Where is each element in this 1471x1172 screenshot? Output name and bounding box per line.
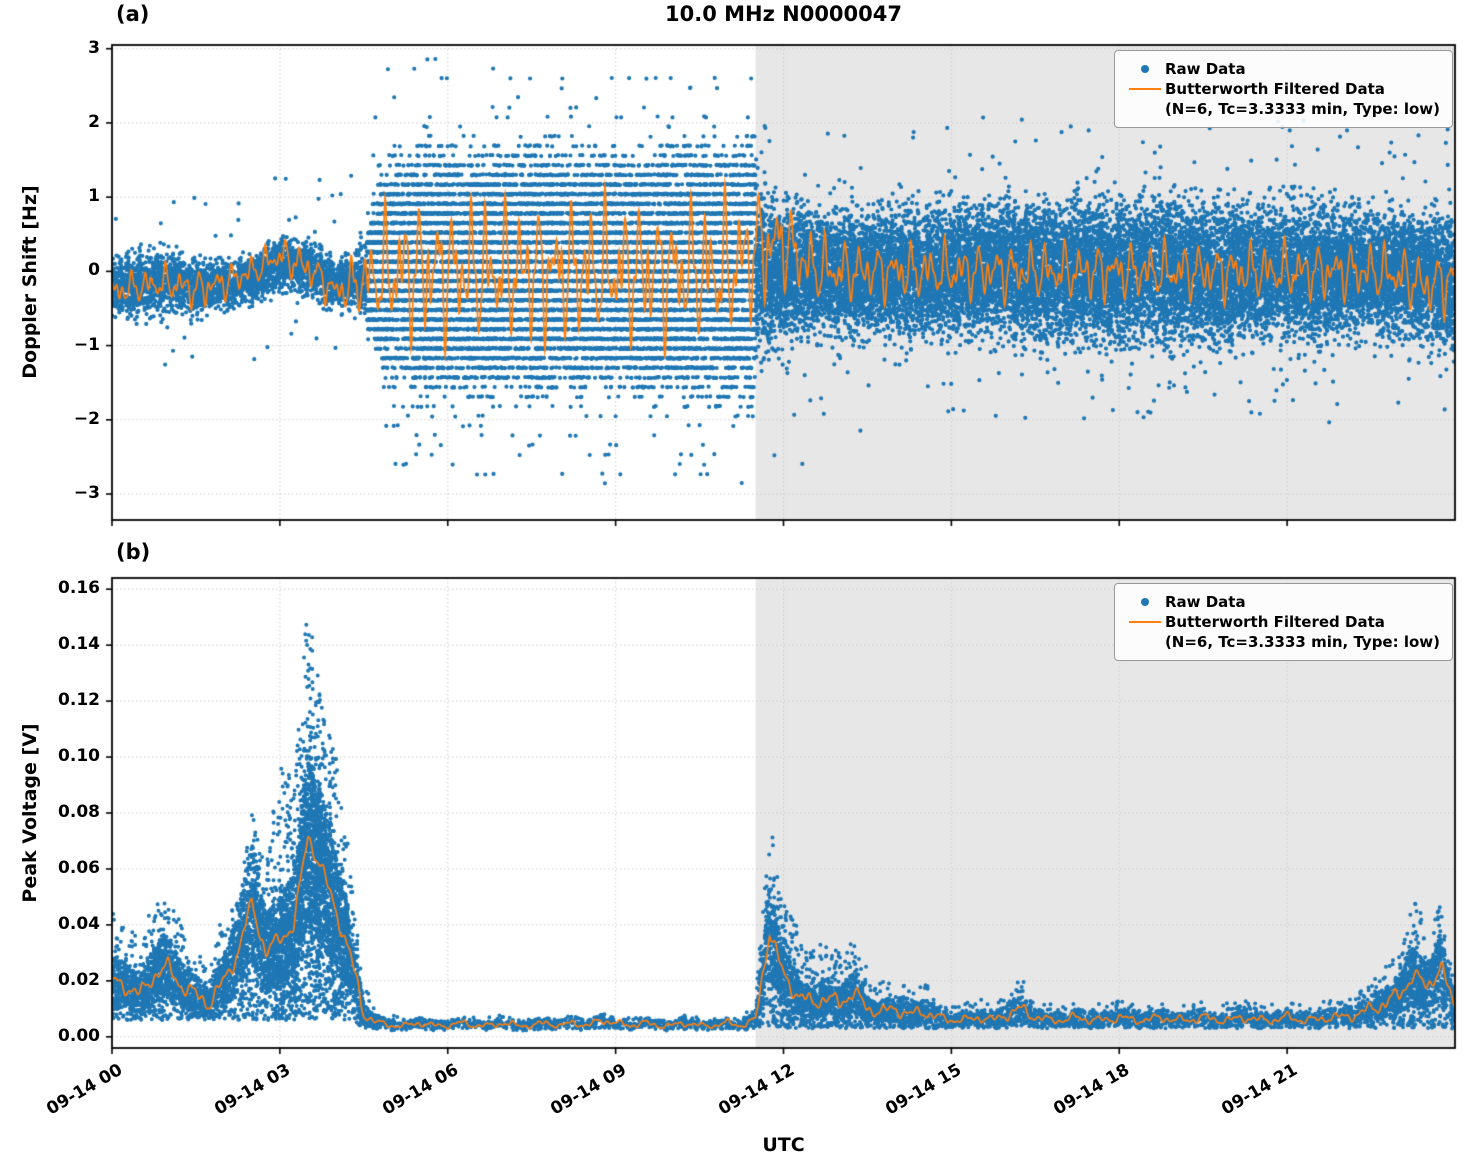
legend-raw-row: Raw Data bbox=[1125, 592, 1440, 612]
panel-a-y-tick-label: 1 bbox=[88, 186, 100, 207]
panel-a-y-tick-label: 2 bbox=[88, 111, 100, 132]
filtered-line-marker-icon bbox=[1125, 88, 1165, 90]
legend-filtered-label: Butterworth Filtered Data bbox=[1164, 80, 1385, 98]
legend-filtered-row: Butterworth Filtered Data bbox=[1125, 612, 1440, 632]
filtered-line-marker-icon bbox=[1125, 621, 1165, 623]
legend-filtered-sublabel: (N=6, Tc=3.3333 min, Type: low) bbox=[1164, 100, 1440, 118]
panel-a-y-tick-label: 0 bbox=[88, 260, 100, 281]
figure-title: 10.0 MHz N0000047 bbox=[665, 2, 902, 26]
panel-b-y-tick-label: 0.14 bbox=[58, 634, 100, 655]
x-axis-label: UTC bbox=[762, 1134, 805, 1156]
scatter-dot-icon bbox=[1140, 65, 1149, 73]
x-tick-label: 09-14 21 bbox=[1218, 1060, 1302, 1120]
panel-b-y-tick-label: 0.04 bbox=[58, 913, 100, 934]
legend-filtered-row: Butterworth Filtered Data bbox=[1125, 79, 1440, 99]
panel-a-y-tick-label: −1 bbox=[73, 334, 100, 355]
panel-b-y-tick-label: 0.10 bbox=[58, 746, 100, 767]
line-marker-icon bbox=[1128, 88, 1161, 90]
x-tick-label: 09-14 06 bbox=[379, 1060, 462, 1120]
x-tick-label: 09-14 03 bbox=[211, 1060, 294, 1120]
legend-filtered-sublabel: (N=6, Tc=3.3333 min, Type: low) bbox=[1164, 633, 1440, 651]
legend-raw-label: Raw Data bbox=[1164, 593, 1246, 611]
x-tick-label: 09-14 09 bbox=[546, 1060, 630, 1120]
legend-filtered-label: Butterworth Filtered Data bbox=[1164, 613, 1385, 631]
x-tick-label: 09-14 15 bbox=[882, 1060, 966, 1120]
raw-data-marker-icon bbox=[1125, 598, 1165, 606]
x-tick-label: 09-14 00 bbox=[43, 1060, 126, 1120]
panel-b-y-tick-label: 0.00 bbox=[58, 1025, 100, 1046]
panel-a-y-tick-label: −2 bbox=[73, 408, 100, 429]
legend-panel-b: Raw Data Butterworth Filtered Data (N=6,… bbox=[1113, 583, 1453, 661]
panel-a-label: (a) bbox=[116, 2, 150, 26]
panel-b-y-tick-label: 0.08 bbox=[58, 802, 100, 822]
legend-raw-row: Raw Data bbox=[1125, 59, 1440, 79]
panel-b-y-tick-label: 0.02 bbox=[58, 969, 100, 990]
panel-b-label: (b) bbox=[116, 540, 151, 564]
legend-raw-label: Raw Data bbox=[1164, 60, 1246, 78]
panel-a-y-tick-label: 3 bbox=[88, 37, 100, 58]
raw-data-marker-icon bbox=[1125, 65, 1165, 73]
legend-panel-a: Raw Data Butterworth Filtered Data (N=6,… bbox=[1113, 50, 1453, 128]
x-tick-label: 09-14 12 bbox=[714, 1060, 798, 1120]
panel-b-y-tick-label: 0.12 bbox=[58, 690, 100, 711]
panel-a-y-tick-label: −3 bbox=[73, 483, 100, 504]
panel-b-y-tick-label: 0.06 bbox=[58, 857, 100, 878]
line-marker-icon bbox=[1128, 621, 1161, 623]
panel-b-y-tick-label: 0.16 bbox=[58, 578, 100, 599]
x-tick-label: 09-14 18 bbox=[1050, 1060, 1134, 1120]
scatter-dot-icon bbox=[1140, 598, 1149, 606]
